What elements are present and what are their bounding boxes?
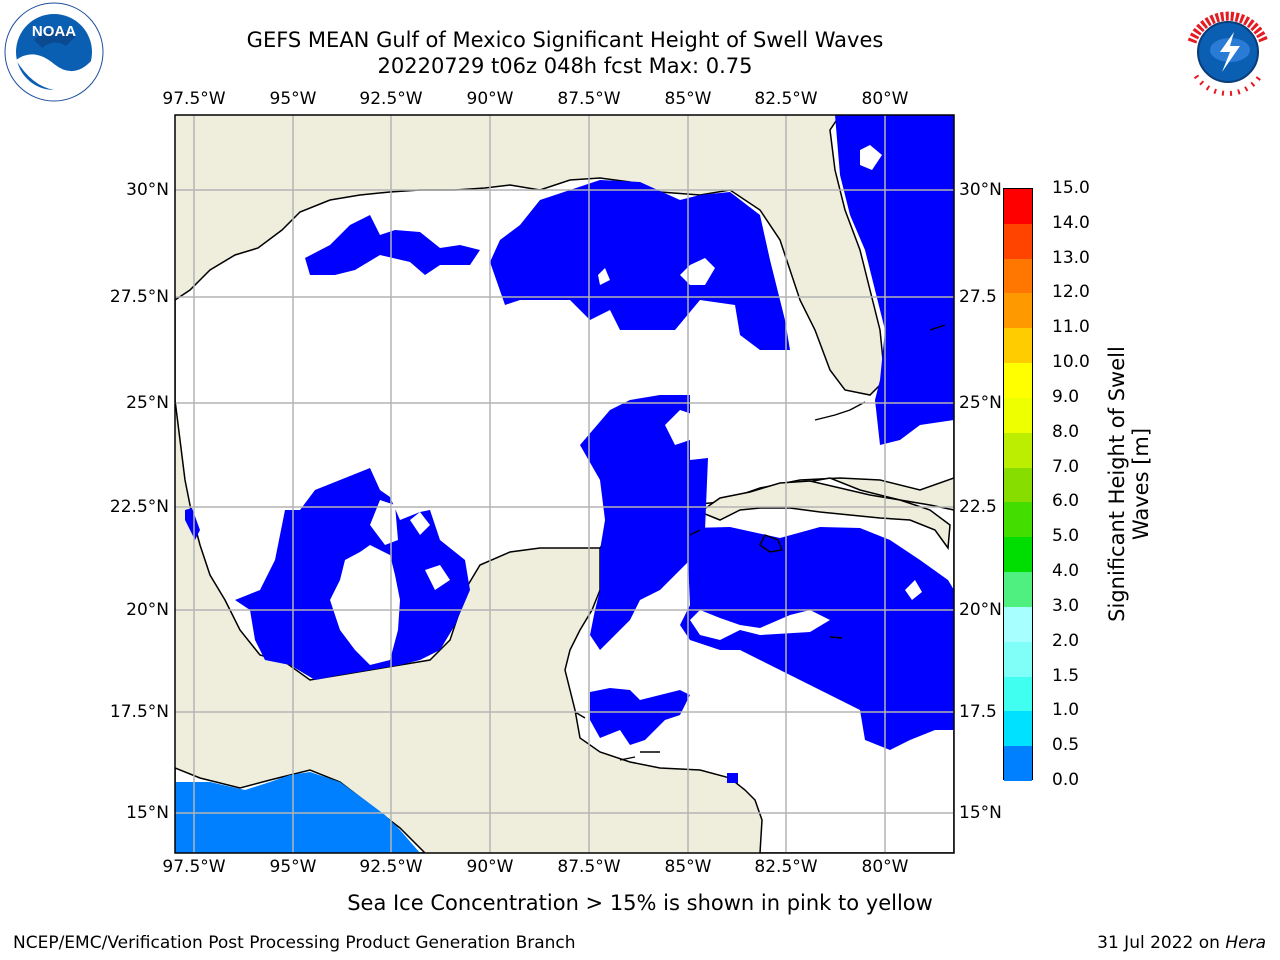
lat-label-left: 25°N (126, 393, 169, 413)
colorbar-tick-label: 3.0 (1052, 595, 1080, 616)
colorbar-tick-label: 7.0 (1052, 456, 1080, 477)
colorbar-tick-label: 1.0 (1052, 700, 1080, 721)
nws-logo (1178, 2, 1278, 102)
footer-date: 31 Jul 2022 on Hera (1097, 933, 1266, 953)
lon-label-top: 85°W (664, 89, 712, 109)
colorbar-tick-label: 15.0 (1052, 178, 1090, 198)
colorbar-tick-label: 2.0 (1052, 630, 1080, 651)
lat-label-right: 25°N (959, 393, 1002, 413)
lat-label-left: 30°N (126, 180, 169, 200)
noaa-logo: NOAA (4, 2, 104, 102)
lon-label-bottom: 85°W (664, 857, 712, 877)
lon-label-bottom: 90°W (466, 857, 514, 877)
colorbar-segment (1004, 572, 1032, 608)
lon-label-bottom: 92.5°W (359, 857, 423, 877)
colorbar-segment (1004, 363, 1032, 399)
colorbar-tick-label: 6.0 (1052, 491, 1080, 512)
lon-label-top: 80°W (861, 89, 909, 109)
colorbar-segment (1004, 467, 1032, 503)
lon-label-bottom: 87.5°W (557, 857, 621, 877)
lat-label-right: 15°N (959, 803, 1002, 823)
colorbar (1003, 188, 1033, 782)
colorbar-segment (1004, 537, 1032, 573)
colorbar-title: Significant Height of Swell Waves [m] (1105, 324, 1153, 644)
coastline-accents (574, 324, 946, 761)
lon-label-bottom: 95°W (269, 857, 317, 877)
colorbar-segment (1004, 432, 1032, 469)
colorbar-tick-label: 9.0 (1052, 386, 1080, 407)
colorbar-segment (1004, 223, 1032, 260)
colorbar-segment (1004, 189, 1032, 225)
lat-label-left: 22.5°N (109, 497, 169, 517)
lon-label-bottom: 97.5°W (162, 857, 226, 877)
colorbar-tick-label: 1.5 (1052, 665, 1080, 686)
chart-title: GEFS MEAN Gulf of Mexico Significant Hei… (246, 28, 884, 52)
colorbar-segment (1004, 397, 1032, 434)
colorbar-tick-label: 4.0 (1052, 561, 1080, 582)
lat-label-left: 27.5°N (109, 287, 169, 307)
lat-label-left: 20°N (126, 600, 169, 620)
lon-label-bottom: 80°W (861, 857, 909, 877)
swell-field-holes (330, 145, 922, 665)
colorbar-tick-label: 11.0 (1052, 317, 1090, 338)
footer-producer: NCEP/EMC/Verification Post Processing Pr… (13, 933, 576, 953)
lon-label-top: 92.5°W (359, 89, 423, 109)
colorbar-tick-label: 5.0 (1052, 526, 1080, 547)
colorbar-segment (1004, 641, 1032, 678)
colorbar-tick-label: 0.5 (1052, 735, 1080, 756)
lon-label-top: 90°W (466, 89, 514, 109)
lat-label-right: 20°N (959, 600, 1002, 620)
colorbar-tick-label: 10.0 (1052, 352, 1090, 373)
colorbar-segment (1004, 502, 1032, 538)
svg-text:NOAA: NOAA (32, 23, 76, 40)
sea-ice-caption: Sea Ice Concentration > 15% is shown in … (0, 891, 1280, 915)
chart-subtitle: 20220729 t06z 048h fcst Max: 0.75 (377, 54, 753, 78)
colorbar-segment (1004, 746, 1032, 782)
colorbar-segment (1004, 293, 1032, 329)
footer-date-text: 31 Jul 2022 on (1097, 933, 1226, 953)
lon-label-top: 87.5°W (557, 89, 621, 109)
colorbar-tick-label: 0.0 (1052, 770, 1080, 790)
lat-label-right: 22.5 (959, 497, 997, 517)
colorbar-title-line2: Waves [m] (1129, 427, 1153, 541)
colorbar-segment (1004, 711, 1032, 747)
lat-label-right: 17.5 (959, 702, 997, 722)
map-frame (174, 114, 955, 854)
colorbar-segment (1004, 676, 1032, 712)
cuba-island (698, 480, 951, 551)
lat-label-right: 27.5 (959, 287, 997, 307)
sea-ice-caption-text: Sea Ice Concentration > 15% is shown in … (347, 891, 933, 915)
lat-label-right: 30°N (959, 180, 1002, 200)
colorbar-tick-label: 13.0 (1052, 247, 1090, 268)
lon-label-top: 82.5°W (754, 89, 818, 109)
colorbar-segment (1004, 606, 1032, 643)
colorbar-tick-label: 8.0 (1052, 421, 1080, 442)
colorbar-tick-label: 12.0 (1052, 282, 1090, 303)
gridlines (175, 115, 954, 853)
colorbar-tick-label: 14.0 (1052, 212, 1090, 233)
footer-host: Hera (1225, 933, 1266, 953)
colorbar-title-line1: Significant Height of Swell (1105, 346, 1129, 622)
colorbar-segment (1004, 258, 1032, 294)
lon-label-top: 95°W (269, 89, 317, 109)
lon-label-bottom: 82.5°W (754, 857, 818, 877)
colorbar-segment (1004, 328, 1032, 364)
lat-label-left: 17.5°N (109, 702, 169, 722)
lat-label-left: 15°N (126, 803, 169, 823)
lon-label-top: 97.5°W (162, 89, 226, 109)
